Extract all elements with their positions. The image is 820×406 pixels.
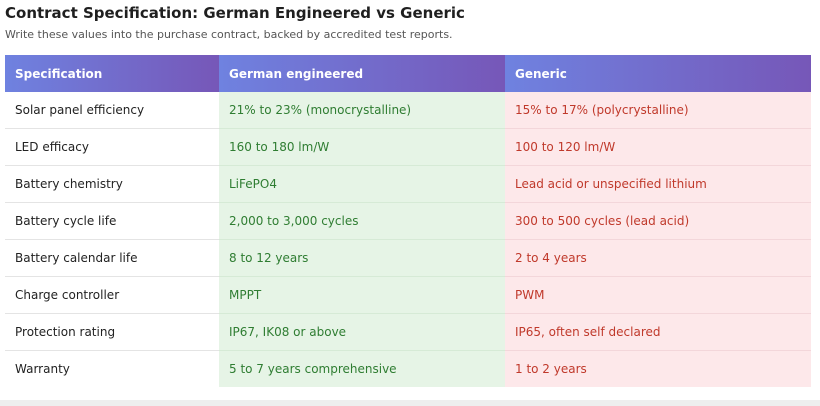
spec-name-cell: Battery cycle life	[5, 202, 219, 240]
page-title: Contract Specification: German Engineere…	[5, 4, 465, 22]
generic-value-cell: PWM	[505, 276, 811, 314]
german-value-cell: 5 to 7 years comprehensive	[219, 350, 505, 387]
table-row: Protection rating IP67, IK08 or above IP…	[5, 313, 811, 351]
spec-table: Specification German engineered Generic …	[5, 55, 811, 387]
header-german-engineered: German engineered	[219, 55, 505, 92]
generic-value-cell: Lead acid or unspecified lithium	[505, 165, 811, 203]
table-header-row: Specification German engineered Generic	[5, 55, 811, 92]
table-row: Solar panel efficiency 21% to 23% (monoc…	[5, 92, 811, 129]
bottom-scroll-edge	[0, 400, 820, 406]
generic-value-cell: 1 to 2 years	[505, 350, 811, 387]
table-row: Battery cycle life 2,000 to 3,000 cycles…	[5, 202, 811, 240]
german-value-cell: 8 to 12 years	[219, 239, 505, 277]
table-row: Warranty 5 to 7 years comprehensive 1 to…	[5, 350, 811, 387]
spec-name-cell: Charge controller	[5, 276, 219, 314]
generic-value-cell: 2 to 4 years	[505, 239, 811, 277]
table-row: Charge controller MPPT PWM	[5, 276, 811, 314]
header-generic: Generic	[505, 55, 811, 92]
generic-value-cell: IP65, often self declared	[505, 313, 811, 351]
page-subtitle: Write these values into the purchase con…	[5, 28, 453, 41]
german-value-cell: IP67, IK08 or above	[219, 313, 505, 351]
generic-value-cell: 100 to 120 lm/W	[505, 128, 811, 166]
generic-value-cell: 300 to 500 cycles (lead acid)	[505, 202, 811, 240]
german-value-cell: MPPT	[219, 276, 505, 314]
table-row: LED efficacy 160 to 180 lm/W 100 to 120 …	[5, 128, 811, 166]
german-value-cell: LiFePO4	[219, 165, 505, 203]
german-value-cell: 160 to 180 lm/W	[219, 128, 505, 166]
german-value-cell: 21% to 23% (monocrystalline)	[219, 92, 505, 129]
header-specification: Specification	[5, 55, 219, 92]
spec-name-cell: Solar panel efficiency	[5, 92, 219, 129]
spec-name-cell: Battery calendar life	[5, 239, 219, 277]
table-row: Battery calendar life 8 to 12 years 2 to…	[5, 239, 811, 277]
table-row: Battery chemistry LiFePO4 Lead acid or u…	[5, 165, 811, 203]
german-value-cell: 2,000 to 3,000 cycles	[219, 202, 505, 240]
spec-name-cell: Protection rating	[5, 313, 219, 351]
spec-name-cell: Battery chemistry	[5, 165, 219, 203]
generic-value-cell: 15% to 17% (polycrystalline)	[505, 92, 811, 129]
spec-name-cell: Warranty	[5, 350, 219, 387]
spec-name-cell: LED efficacy	[5, 128, 219, 166]
